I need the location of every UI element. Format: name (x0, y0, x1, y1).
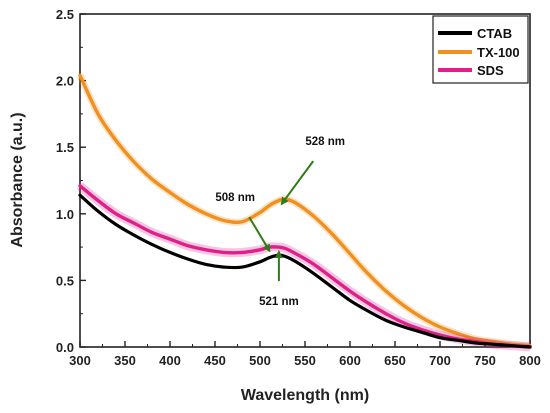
legend-label-tx100: TX-100 (477, 45, 520, 60)
x-tick-label: 650 (384, 353, 406, 368)
x-tick-label: 800 (519, 353, 541, 368)
annotation-label: 508 nm (215, 192, 255, 204)
x-tick-label: 450 (204, 353, 226, 368)
y-tick-label: 0.5 (56, 273, 74, 288)
legend-label-ctab: CTAB (477, 26, 512, 41)
y-tick-label: 2.0 (56, 74, 74, 89)
annotation-label: 528 nm (305, 136, 345, 148)
series-line-ctab (78, 193, 532, 349)
legend: CTAB TX-100 SDS (432, 15, 529, 84)
series-layer (76, 73, 532, 352)
series-line-tx100 (78, 73, 532, 348)
x-tick-label: 700 (429, 353, 451, 368)
x-tick-label: 600 (339, 353, 361, 368)
legend-label-sds: SDS (477, 63, 504, 78)
y-tick-label: 1.0 (56, 207, 74, 222)
x-tick-label: 500 (249, 353, 271, 368)
series-line-sds (78, 184, 532, 349)
annotation-label: 521 nm (259, 296, 299, 308)
annotation-arrow (280, 160, 315, 206)
x-axis-title: Wavelength (nm) (241, 387, 369, 404)
x-tick-label: 350 (114, 353, 136, 368)
y-tick-label: 1.5 (56, 140, 74, 155)
y-axis-title: Absorbance (a.u.) (9, 112, 26, 247)
x-tick-label: 550 (294, 353, 316, 368)
annotation-layer: 508 nm 528 nm 521 nm (215, 136, 345, 308)
x-axis: 300 350 400 450 500 550 600 650 700 750 800 (69, 341, 541, 368)
x-tick-label: 750 (474, 353, 496, 368)
y-tick-label: 2.5 (56, 7, 74, 22)
y-axis: 0.0 0.5 1.0 1.5 2.0 2.5 (56, 7, 86, 355)
annotation-arrow (248, 216, 271, 253)
x-tick-label: 400 (159, 353, 181, 368)
x-tick-label: 300 (69, 353, 91, 368)
y-tick-label: 0.0 (56, 340, 74, 355)
